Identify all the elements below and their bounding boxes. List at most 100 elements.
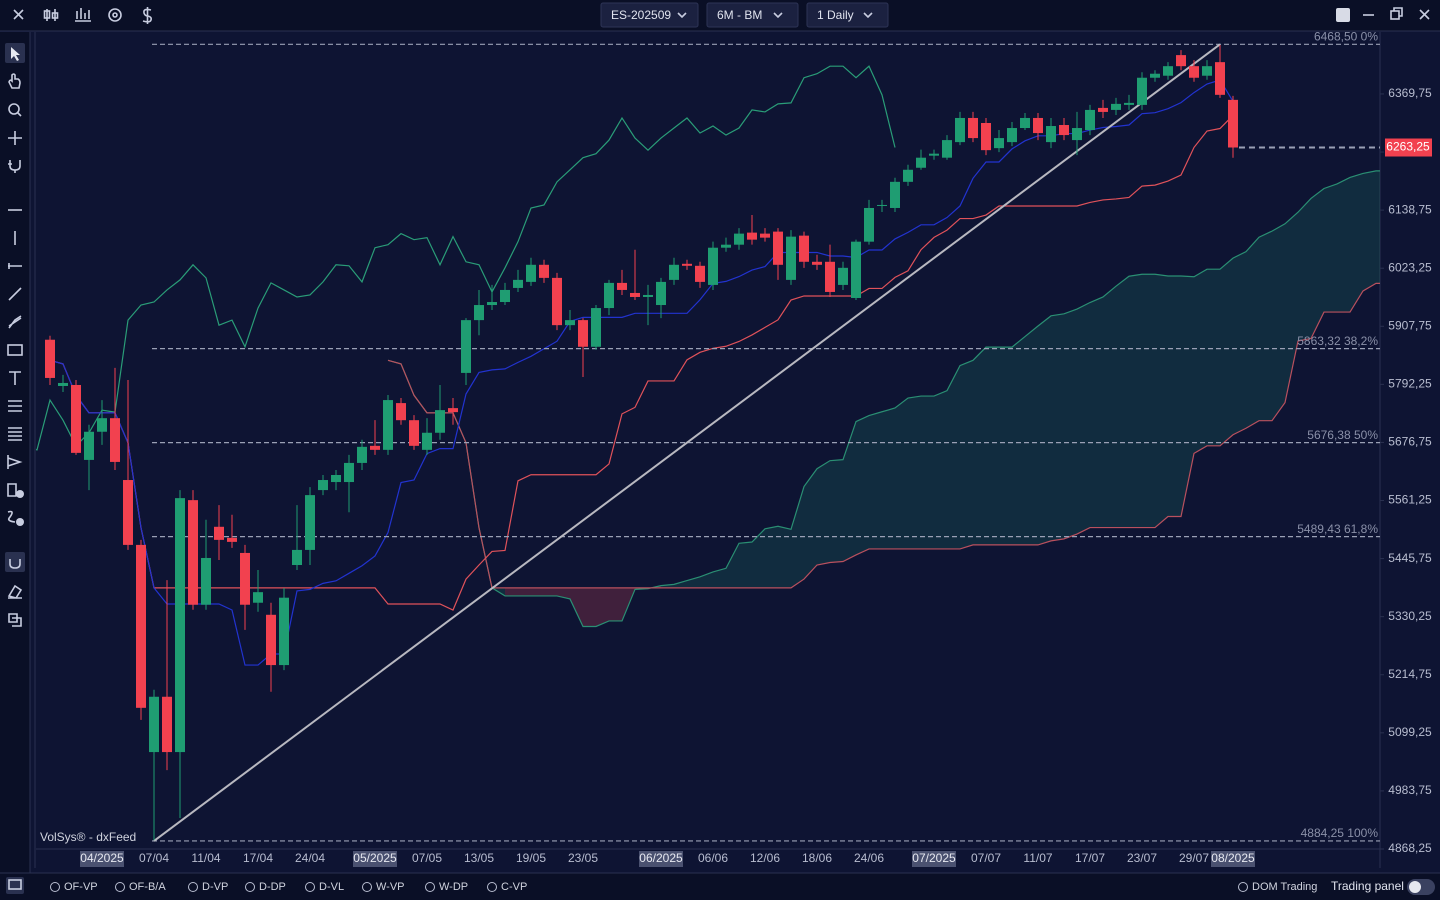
pan-tool[interactable] — [8, 73, 21, 89]
settings-icon[interactable] — [108, 8, 122, 22]
option-label: C-VP — [501, 881, 527, 893]
cloud-segment — [674, 580, 687, 588]
bars-icon[interactable] — [75, 8, 91, 22]
candle-body — [1111, 103, 1121, 110]
session-badge — [16, 518, 24, 526]
cloud-segment — [544, 587, 557, 596]
candle-body — [864, 207, 874, 242]
magnet-mode[interactable] — [9, 559, 21, 569]
radio[interactable] — [362, 882, 372, 892]
candle-body — [240, 552, 250, 605]
cloud-segment — [687, 576, 700, 588]
text-tool[interactable] — [9, 371, 21, 385]
candle-body — [97, 418, 107, 432]
fib-label: 5489,43 61,8% — [1297, 522, 1378, 536]
interval-dropdown[interactable] — [806, 2, 889, 28]
layout-icon[interactable] — [1336, 8, 1350, 22]
y-tick-label: 4983,75 — [1388, 783, 1432, 797]
pointer-tool[interactable] — [11, 47, 20, 61]
close-icon[interactable] — [13, 9, 24, 20]
candle-body — [1215, 62, 1225, 95]
option-label: OF-VP — [64, 881, 98, 893]
ray-tool[interactable] — [8, 263, 22, 269]
x-tick-label: 07/07 — [971, 851, 1001, 865]
radio[interactable] — [487, 882, 497, 892]
candle-body — [721, 244, 731, 248]
x-tick-label: 11/07 — [1023, 851, 1052, 865]
x-tick-label: 08/2025 — [1211, 851, 1255, 865]
cloud-segment — [960, 360, 973, 549]
x-tick-label: 12/06 — [750, 851, 780, 865]
trendline-tool[interactable] — [8, 287, 22, 301]
cloud-segment — [583, 587, 596, 627]
fib-label: 4884,25 100% — [1301, 826, 1379, 840]
y-tick-label: 5676,75 — [1388, 435, 1432, 449]
cloud-segment — [791, 486, 804, 588]
candle-body — [84, 431, 94, 460]
candle-body — [318, 480, 328, 491]
rect-tool[interactable] — [7, 344, 23, 356]
radio[interactable] — [425, 882, 435, 892]
candle-body — [71, 384, 81, 453]
range-dropdown[interactable] — [706, 2, 799, 28]
crosshair-tool[interactable] — [8, 131, 22, 145]
radio[interactable] — [115, 882, 125, 892]
fib-tool[interactable] — [8, 400, 22, 412]
candle-body — [565, 320, 575, 326]
cloud-segment — [1220, 258, 1233, 446]
cloud-segment — [570, 587, 583, 627]
zoom-tool[interactable] — [8, 103, 22, 117]
cloud-segment — [1337, 177, 1350, 313]
candle-body — [1202, 66, 1212, 76]
currency-icon[interactable] — [142, 7, 152, 24]
candle-body — [773, 231, 783, 265]
candle-body — [981, 122, 991, 151]
cloud-segment — [713, 568, 726, 588]
y-tick-label: 5099,25 — [1388, 725, 1432, 739]
magnet-tool[interactable] — [8, 160, 21, 173]
candle-body — [617, 282, 627, 290]
x-tick-label: 17/04 — [243, 851, 273, 865]
cloud-segment — [856, 415, 869, 555]
candle-body — [58, 382, 68, 386]
candles-icon[interactable] — [43, 9, 59, 21]
cloud-segment — [1207, 269, 1220, 446]
session-tool[interactable] — [7, 510, 16, 523]
cloud-segment — [908, 396, 921, 549]
option-label: D-DP — [259, 881, 286, 893]
radio[interactable] — [245, 882, 255, 892]
clone-tool[interactable] — [8, 613, 22, 627]
y-tick-label: 4868,25 — [1388, 841, 1432, 855]
candle-body — [877, 204, 887, 206]
fib-label: 6468,50 0% — [1314, 29, 1378, 43]
radio[interactable] — [305, 882, 315, 892]
candle-body — [734, 233, 744, 245]
x-tick-label: 07/04 — [139, 851, 169, 865]
x-tick-label: 17/07 — [1075, 851, 1105, 865]
projection-tool[interactable] — [7, 455, 23, 469]
levels-tool[interactable] — [8, 427, 22, 441]
profile-tool[interactable] — [7, 483, 17, 497]
candle-body — [214, 526, 224, 540]
symbol-dropdown[interactable] — [600, 2, 699, 28]
candle-body — [162, 696, 172, 753]
cloud-segment — [1363, 170, 1376, 291]
radio[interactable] — [1238, 882, 1248, 892]
tenkan-line — [49, 79, 1234, 666]
radio[interactable] — [50, 882, 60, 892]
candle-body — [344, 462, 354, 483]
magnet-active — [5, 552, 25, 572]
y-tick-label: 6138,75 — [1388, 202, 1432, 216]
candle-body — [253, 592, 263, 603]
radio[interactable] — [188, 882, 198, 892]
x-tick-label: 05/2025 — [353, 851, 397, 865]
restore-icon[interactable] — [1390, 7, 1403, 20]
x-tick-label: 04/2025 — [80, 851, 124, 865]
candle-body — [955, 117, 965, 143]
cloud-segment — [1324, 183, 1337, 313]
channel-tool[interactable] — [8, 315, 22, 329]
cloud-segment — [778, 526, 791, 588]
cloud-segment — [804, 468, 817, 580]
window-close-icon[interactable] — [1419, 9, 1430, 20]
eraser-tool[interactable] — [7, 584, 23, 599]
